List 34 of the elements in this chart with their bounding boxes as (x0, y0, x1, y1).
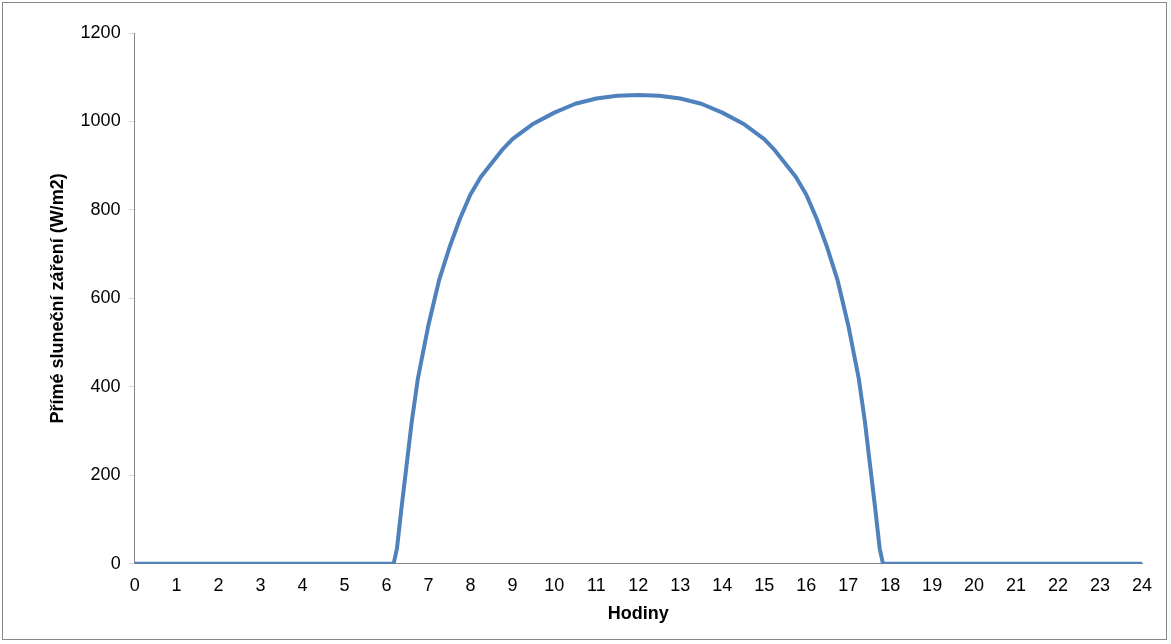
x-tick-label: 4 (297, 574, 308, 595)
x-tick-label: 13 (670, 574, 691, 595)
x-tick-label: 12 (628, 574, 649, 595)
y-tick-label: 200 (90, 464, 121, 485)
x-tick-label: 16 (796, 574, 817, 595)
y-tick-label: 1000 (80, 110, 121, 131)
y-tick-label: 1200 (80, 21, 121, 42)
x-tick-label: 6 (381, 574, 392, 595)
y-tick-label: 600 (90, 287, 121, 308)
y-tick-label: 400 (90, 375, 121, 396)
x-tick-label: 20 (964, 574, 985, 595)
x-tick-label: 5 (339, 574, 350, 595)
x-tick-label: 3 (255, 574, 266, 595)
x-tick-label: 18 (880, 574, 901, 595)
x-tick-label: 7 (423, 574, 434, 595)
y-tick-label: 800 (90, 198, 121, 219)
x-tick-label: 17 (838, 574, 859, 595)
x-axis-title: Hodiny (607, 603, 669, 624)
x-tick-label: 0 (129, 574, 140, 595)
y-axis-title: Přímé sluneční záření (W/m2) (46, 173, 67, 424)
x-tick-label: 1 (171, 574, 182, 595)
y-tick-label: 0 (110, 552, 121, 573)
x-tick-label: 8 (465, 574, 476, 595)
x-tick-label: 9 (507, 574, 518, 595)
x-tick-label: 14 (712, 574, 733, 595)
x-tick-label: 15 (754, 574, 775, 595)
x-tick-label: 22 (1048, 574, 1069, 595)
x-tick-label: 23 (1090, 574, 1111, 595)
x-tick-label: 19 (922, 574, 943, 595)
x-tick-label: 2 (213, 574, 224, 595)
x-tick-label: 21 (1006, 574, 1027, 595)
x-tick-label: 24 (1131, 574, 1153, 595)
x-tick-label: 11 (587, 574, 606, 595)
x-tick-label: 10 (544, 574, 565, 595)
